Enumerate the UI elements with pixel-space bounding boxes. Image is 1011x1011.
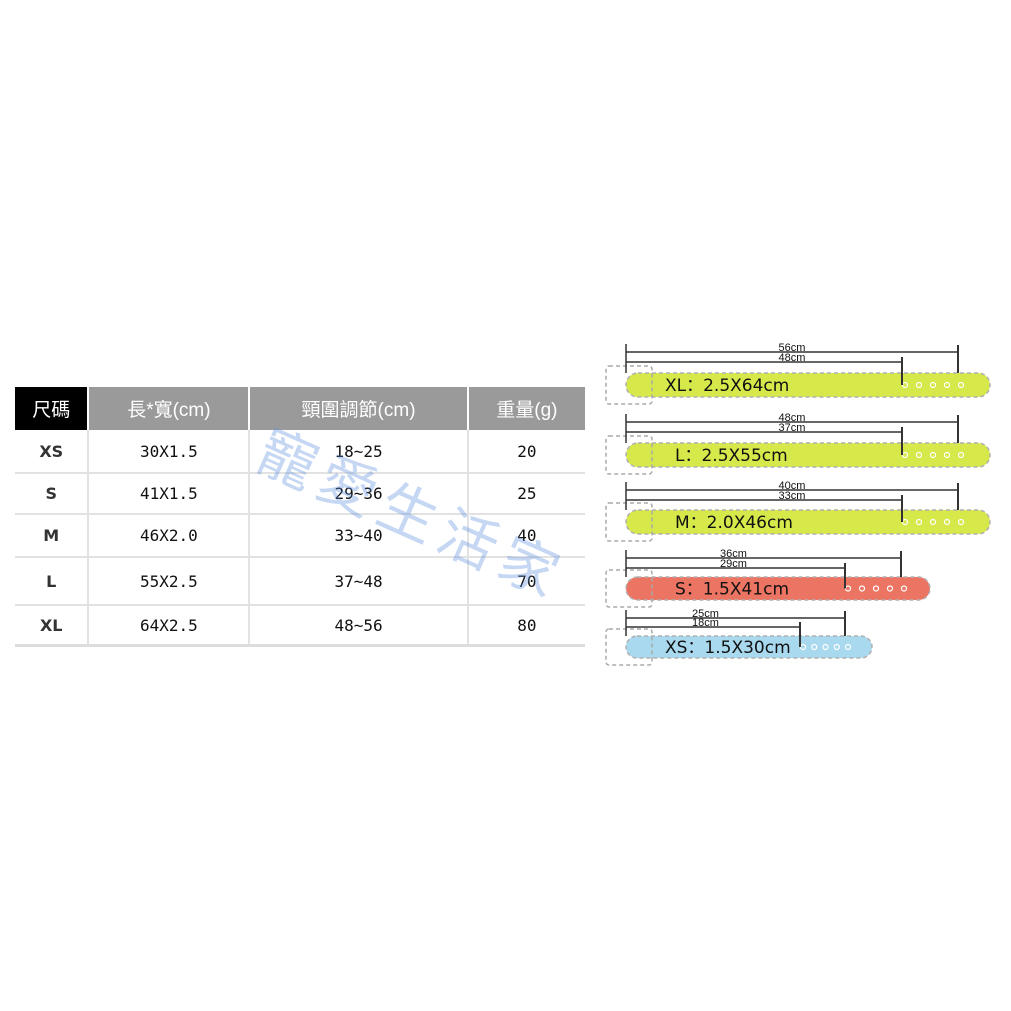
max-length-label: 40cm — [779, 480, 806, 492]
min-length-label: 18cm — [692, 617, 719, 629]
size-table: 尺碼 長*寬(cm) 頸圍調節(cm) 重量(g) XS 30X1.5 18~2… — [15, 387, 585, 647]
cell-weight: 40 — [466, 514, 585, 558]
strap-hole — [929, 381, 937, 389]
strap-hole — [957, 381, 965, 389]
strap-hole — [915, 451, 923, 459]
min-length-label: 37cm — [779, 422, 806, 434]
cell-size: M — [15, 514, 89, 558]
strap-hole — [900, 585, 908, 592]
table-row: XS 30X1.5 18~25 20 — [15, 430, 585, 474]
cell-neck-range: 18~25 — [248, 430, 468, 474]
strap-hole — [957, 451, 965, 459]
cell-dimensions: 41X1.5 — [87, 473, 250, 515]
cell-weight: 80 — [466, 605, 585, 647]
strap-hole — [943, 451, 951, 459]
collar-strap — [625, 509, 991, 535]
cell-dimensions: 64X2.5 — [87, 605, 250, 647]
header-neck-range: 頸圍調節(cm) — [248, 387, 468, 430]
table-row: L 55X2.5 37~48 70 — [15, 557, 585, 606]
max-length-label: 25cm — [692, 608, 719, 620]
cell-neck-range: 29~36 — [248, 473, 468, 515]
max-length-label: 48cm — [779, 412, 806, 424]
collar-strap — [625, 372, 991, 398]
table-row: M 46X2.0 33~40 40 — [15, 514, 585, 558]
table-row: XL 64X2.5 48~56 80 — [15, 605, 585, 647]
strap-hole — [943, 381, 951, 389]
min-length-label: 33cm — [779, 490, 806, 502]
cell-neck-range: 48~56 — [248, 605, 468, 647]
min-length-label: 29cm — [720, 558, 747, 570]
strap-hole — [957, 518, 965, 526]
buckle-icon — [605, 502, 653, 542]
strap-hole — [833, 643, 840, 651]
cell-weight: 20 — [466, 430, 585, 474]
cell-dimensions: 55X2.5 — [87, 557, 250, 606]
strap-hole — [822, 643, 829, 651]
header-weight: 重量(g) — [466, 387, 585, 430]
cell-size: S — [15, 473, 89, 515]
max-length-label: 36cm — [720, 548, 747, 560]
belt-size-label: S：1.5X41cm — [675, 580, 789, 600]
buckle-icon — [605, 365, 653, 405]
collar-strap — [625, 442, 991, 468]
cell-size: XL — [15, 605, 89, 647]
strap-hole — [929, 451, 937, 459]
strap-hole — [844, 643, 852, 651]
strap-hole — [915, 518, 923, 526]
cell-dimensions: 46X2.0 — [87, 514, 250, 558]
cell-weight: 25 — [466, 473, 585, 515]
cell-neck-range: 33~40 — [248, 514, 468, 558]
cell-dimensions: 30X1.5 — [87, 430, 250, 474]
strap-hole — [872, 585, 880, 592]
table-row: S 41X1.5 29~36 25 — [15, 473, 585, 515]
cell-size: XS — [15, 430, 89, 474]
strap-hole — [929, 518, 937, 526]
belt-size-label: M：2.0X46cm — [675, 513, 793, 533]
collar-strap — [625, 576, 931, 601]
header-row: 尺碼 長*寬(cm) 頸圍調節(cm) 重量(g) — [15, 387, 585, 430]
strap-hole — [858, 585, 866, 592]
buckle-icon — [605, 435, 653, 475]
cell-neck-range: 37~48 — [248, 557, 468, 606]
cell-size: L — [15, 557, 89, 606]
header-dimensions: 長*寬(cm) — [87, 387, 250, 430]
cell-weight: 70 — [466, 557, 585, 606]
belt-size-label: L：2.5X55cm — [675, 446, 788, 466]
header-size: 尺碼 — [15, 387, 89, 430]
belt-size-label: XS：1.5X30cm — [665, 638, 791, 658]
buckle-icon — [605, 628, 653, 666]
belt-size-label: XL：2.5X64cm — [665, 376, 789, 396]
collar-strap — [625, 635, 873, 659]
strap-hole — [943, 518, 951, 526]
max-length-label: 56cm — [779, 342, 806, 354]
buckle-icon — [605, 569, 653, 608]
strap-hole — [811, 643, 818, 651]
min-length-label: 48cm — [779, 352, 806, 364]
strap-hole — [915, 381, 923, 389]
strap-hole — [886, 585, 894, 592]
